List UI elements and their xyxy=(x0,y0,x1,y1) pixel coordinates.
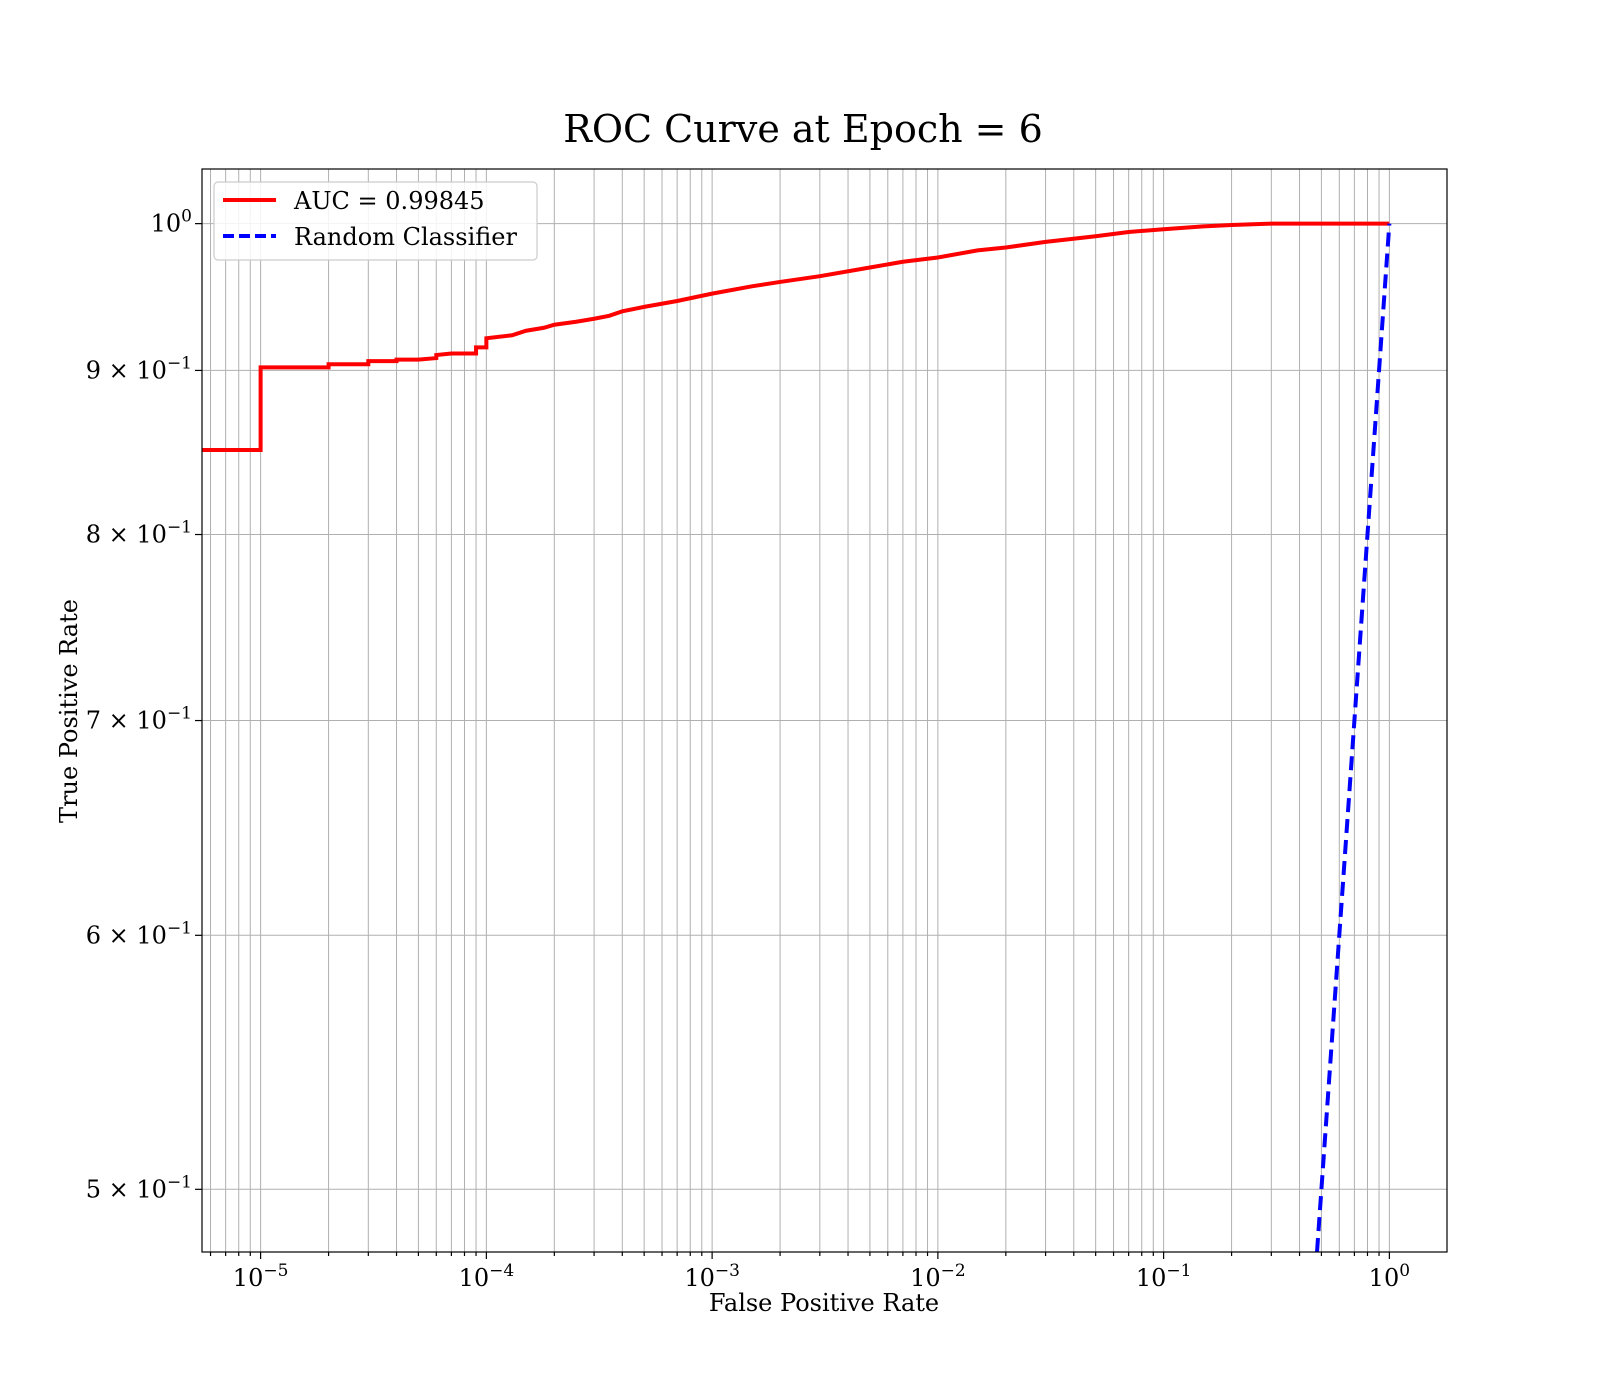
chart-title: ROC Curve at Epoch = 6 xyxy=(563,107,1043,151)
series-layer xyxy=(202,221,1392,1252)
x-tick-label: 10−2 xyxy=(910,1261,966,1292)
x-tick-labels: 10−5 10−4 10−3 10−2 10−1 100 xyxy=(233,1261,1410,1292)
random-classifier-line xyxy=(1315,223,1392,1252)
roc-curve-line xyxy=(202,221,1390,453)
y-tick-label: 9 × 10−1 xyxy=(86,353,192,384)
x-tick-label: 10−3 xyxy=(684,1261,740,1292)
y-tick-labels: 5 × 10−1 6 × 10−1 7 × 10−1 8 × 10−1 9 × 10−1… xyxy=(86,207,192,1204)
x-tick-label: 10−4 xyxy=(459,1261,515,1292)
legend: AUC = 0.99845 Random Classifier xyxy=(213,181,538,261)
y-tick-label: 7 × 10−1 xyxy=(86,704,192,735)
y-tick-label: 5 × 10−1 xyxy=(86,1172,192,1203)
y-tick-label: 8 × 10−1 xyxy=(86,518,192,549)
legend-label-random: Random Classifier xyxy=(294,223,517,251)
plot-frame xyxy=(201,168,1448,1253)
ticks xyxy=(195,223,1390,1259)
x-tick-label: 100 xyxy=(1369,1261,1410,1292)
grid xyxy=(202,169,1447,1252)
x-tick-label: 10−1 xyxy=(1136,1261,1192,1292)
y-tick-label: 100 xyxy=(151,207,192,238)
x-tick-label: 10−5 xyxy=(233,1261,289,1292)
y-tick-label: 6 × 10−1 xyxy=(86,918,192,949)
x-axis-label: False Positive Rate xyxy=(709,1289,939,1317)
legend-label-auc: AUC = 0.99845 xyxy=(293,187,485,215)
y-axis-label: True Positive Rate xyxy=(55,599,83,823)
legend-box xyxy=(213,181,538,261)
